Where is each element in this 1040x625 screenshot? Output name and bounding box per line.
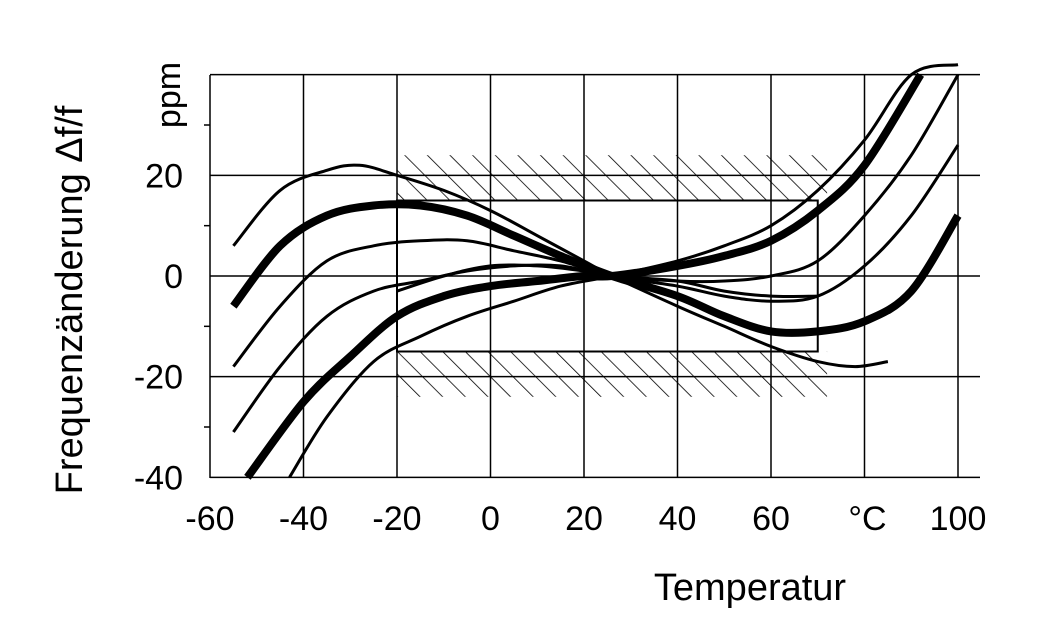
x-tick-label: -40 xyxy=(279,500,328,538)
x-tick-label: -20 xyxy=(372,500,421,538)
series-line-7 xyxy=(396,263,818,298)
x-tick-labels: -60 -40 -20 0 20 40 60 °C 100 xyxy=(185,500,986,538)
hatch-region xyxy=(397,351,828,397)
y-tick-labels: 20 0 -20 -40 xyxy=(134,157,183,497)
x-tick-label: 0 xyxy=(481,500,500,538)
x-tick-label: 100 xyxy=(930,500,987,538)
y-axis-title: Frequenzänderung Δf/f xyxy=(49,105,91,494)
tolerance-band xyxy=(396,199,819,353)
series-curves xyxy=(230,63,962,480)
series-line-1 xyxy=(232,163,889,369)
tolerance-box xyxy=(396,199,819,353)
hatch-region xyxy=(397,155,828,201)
x-axis-title: Temperatur xyxy=(654,567,847,609)
x-tick-label: -60 xyxy=(185,500,234,538)
series-line-5 xyxy=(244,72,925,480)
series-line-2 xyxy=(230,200,962,337)
x-tick-label: °C xyxy=(848,500,886,538)
y-unit-label: ppm xyxy=(150,62,188,128)
x-tick-label: 20 xyxy=(565,500,603,538)
series-line-3 xyxy=(232,144,960,368)
tolerance-hatching xyxy=(397,155,828,397)
y-tick-label: 20 xyxy=(145,157,183,195)
y-tick-label: -20 xyxy=(134,359,183,397)
x-tick-label: 40 xyxy=(659,500,697,538)
y-tick-label: 0 xyxy=(164,258,183,296)
x-tick-label: 60 xyxy=(752,500,790,538)
y-tick-label: -40 xyxy=(134,459,183,497)
